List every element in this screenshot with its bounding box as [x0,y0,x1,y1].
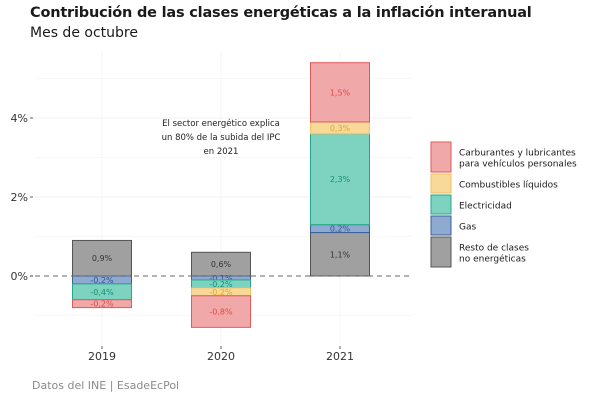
bar-segment-label: 0,2% [330,225,351,234]
x-tick-label: 2019 [88,350,116,363]
bar-segment [310,62,370,123]
annotation-text: El sector energético explica [162,118,280,129]
bar-segment-label: 0,3% [330,124,351,133]
y-tick-label: 4% [11,112,28,125]
x-tick-label: 2020 [207,350,235,363]
bar-segment-label: 1,5% [330,88,351,97]
legend-label: no energéticas [459,254,526,265]
legend-label: Resto de clases [459,244,529,254]
bar-segment-label: -0,2% [90,276,114,285]
legend-swatch [430,173,452,194]
legend-swatch [430,194,452,215]
x-tick-label: 2021 [326,350,354,363]
legend-label: Electricidad [459,202,512,212]
bar-segment-label: 0,9% [92,254,113,263]
annotation-text: un 80% de la subida del IPC [162,133,281,143]
bar-segment-label: -0,2% [90,300,114,309]
legend-label: Carburantes y lubricantes [459,149,576,159]
chart-subtitle: Mes de octubre [30,25,138,41]
bar-segment [72,299,132,309]
chart-title: Contribución de las clases energéticas a… [30,5,532,21]
legend-swatch [430,141,452,173]
legend-label: Combustibles líquidos [459,181,558,191]
source-caption: Datos del INE | EsadeEcPol [32,379,180,392]
bar-segment-label: 0,6% [211,260,232,269]
bar-segment [191,295,251,328]
annotation-text: en 2021 [204,147,239,157]
bar-segment [72,239,132,277]
y-tick-label: 0% [11,270,28,283]
legend-swatch [430,215,452,236]
bar-segment-label: 2,3% [330,175,351,184]
legend-label: Gas [459,223,476,233]
legend-label: para vehículos personales [459,160,577,170]
bar-segment [310,133,370,226]
bar-segment-label: 1,1% [330,250,351,259]
bar-segment-label: -0,8% [209,308,233,317]
bar-segment-label: -0,2% [209,288,233,297]
bar-segment [310,232,370,277]
bar-segment-label: -0,2% [209,280,233,289]
bar-segment-label: -0,1% [209,274,233,283]
bar-segment-label: -0,4% [90,288,114,297]
y-tick-label: 2% [11,191,28,204]
legend-swatch [430,236,452,268]
